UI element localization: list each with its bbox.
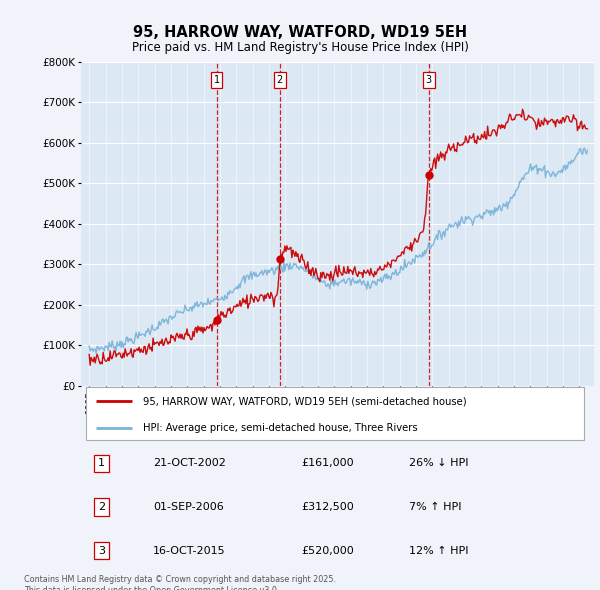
Text: 2: 2 — [98, 502, 105, 512]
Text: 16-OCT-2015: 16-OCT-2015 — [153, 546, 226, 556]
Text: 3: 3 — [98, 546, 105, 556]
Text: Price paid vs. HM Land Registry's House Price Index (HPI): Price paid vs. HM Land Registry's House … — [131, 41, 469, 54]
FancyBboxPatch shape — [86, 387, 584, 440]
Text: £520,000: £520,000 — [302, 546, 355, 556]
Text: 95, HARROW WAY, WATFORD, WD19 5EH (semi-detached house): 95, HARROW WAY, WATFORD, WD19 5EH (semi-… — [143, 396, 466, 407]
Text: 21-OCT-2002: 21-OCT-2002 — [153, 458, 226, 468]
Text: HPI: Average price, semi-detached house, Three Rivers: HPI: Average price, semi-detached house,… — [143, 422, 417, 432]
Text: 95, HARROW WAY, WATFORD, WD19 5EH: 95, HARROW WAY, WATFORD, WD19 5EH — [133, 25, 467, 40]
Text: 01-SEP-2006: 01-SEP-2006 — [153, 502, 224, 512]
Text: £161,000: £161,000 — [302, 458, 354, 468]
Text: £312,500: £312,500 — [302, 502, 355, 512]
Text: 12% ↑ HPI: 12% ↑ HPI — [409, 546, 469, 556]
Text: 26% ↓ HPI: 26% ↓ HPI — [409, 458, 469, 468]
Text: 7% ↑ HPI: 7% ↑ HPI — [409, 502, 462, 512]
Text: 3: 3 — [426, 75, 432, 85]
Text: Contains HM Land Registry data © Crown copyright and database right 2025.
This d: Contains HM Land Registry data © Crown c… — [24, 575, 336, 590]
Text: 2: 2 — [277, 75, 283, 85]
Text: 1: 1 — [98, 458, 105, 468]
Text: 1: 1 — [214, 75, 220, 85]
